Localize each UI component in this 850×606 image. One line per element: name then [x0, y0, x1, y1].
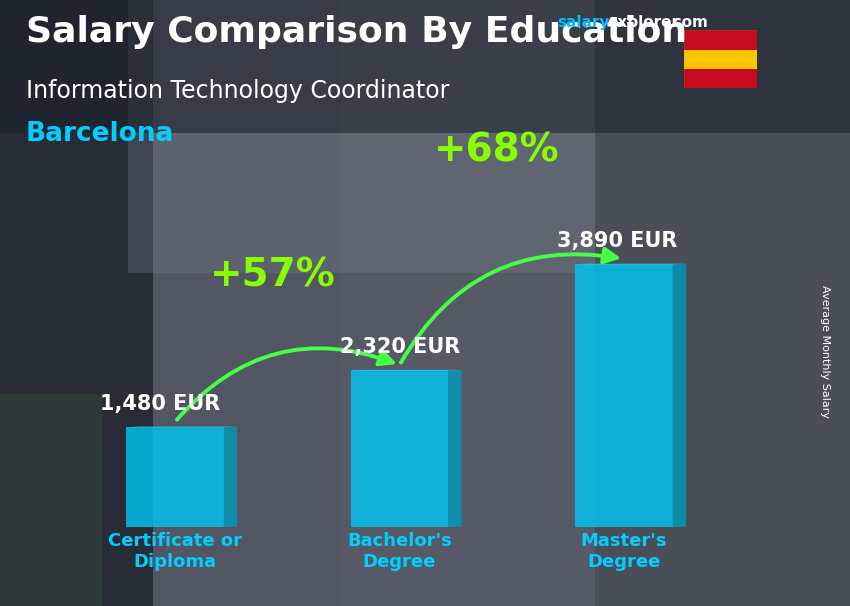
Text: +68%: +68%: [434, 131, 559, 169]
Text: .com: .com: [667, 15, 708, 30]
Text: Barcelona: Barcelona: [26, 121, 174, 147]
Bar: [0, 0, 153, 606]
Text: Salary Comparison By Education: Salary Comparison By Education: [26, 15, 687, 49]
Bar: [0, 0, 850, 133]
Bar: [340, 0, 595, 606]
Polygon shape: [575, 264, 672, 527]
Text: 3,890 EUR: 3,890 EUR: [557, 231, 677, 251]
Bar: [128, 0, 595, 273]
Text: 1,480 EUR: 1,480 EUR: [100, 394, 220, 414]
Text: Average Monthly Salary: Average Monthly Salary: [819, 285, 830, 418]
Bar: [0, 394, 102, 606]
Bar: [684, 50, 756, 68]
Polygon shape: [127, 427, 224, 527]
Bar: [684, 30, 756, 50]
Bar: [684, 68, 756, 88]
Text: +57%: +57%: [209, 257, 335, 295]
Polygon shape: [448, 370, 462, 527]
Bar: [595, 0, 850, 606]
Text: 2,320 EUR: 2,320 EUR: [340, 337, 460, 357]
Polygon shape: [224, 427, 237, 527]
Text: explorer: explorer: [608, 15, 680, 30]
Polygon shape: [672, 264, 686, 527]
Text: salary: salary: [557, 15, 609, 30]
Polygon shape: [351, 370, 448, 527]
Text: Information Technology Coordinator: Information Technology Coordinator: [26, 79, 449, 103]
Bar: [153, 0, 340, 606]
